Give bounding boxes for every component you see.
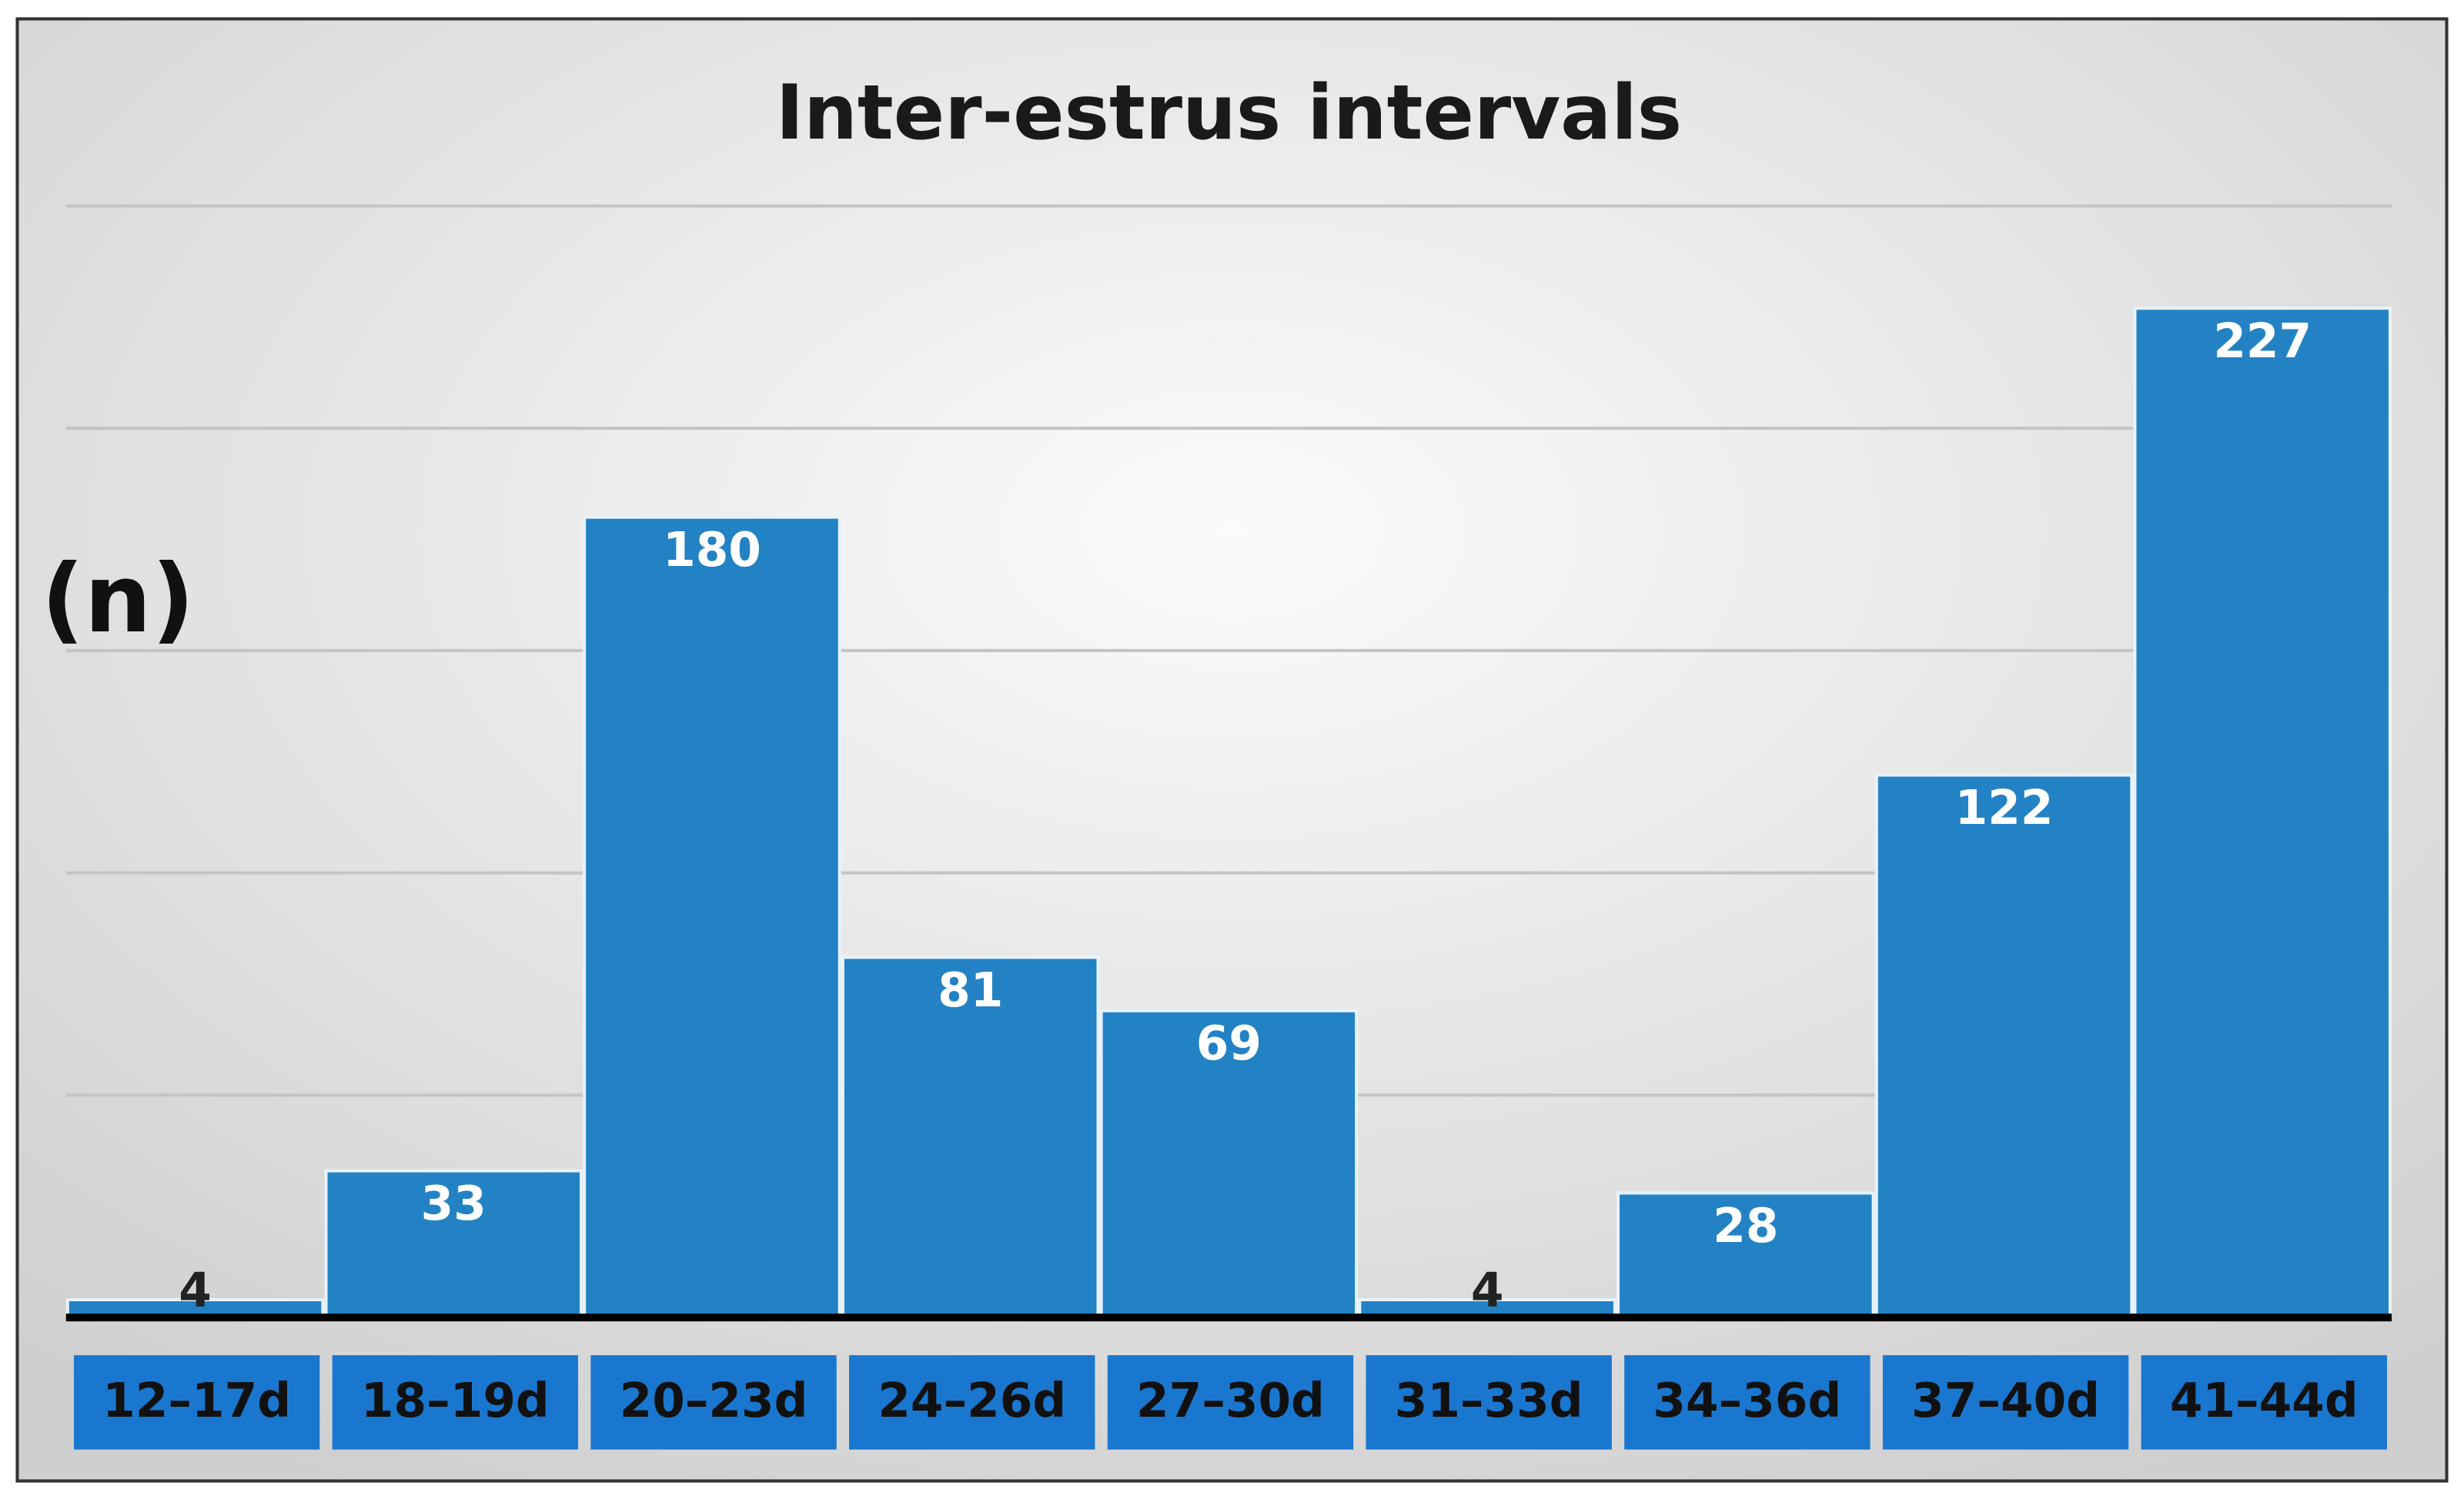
bar <box>1616 1191 1875 1320</box>
value-label: 122 <box>1955 781 2054 835</box>
bars: 4 12–17d 33 18–19d 180 20–23d 81 24–26d 69 27–30d… <box>65 306 2392 1450</box>
bar <box>841 956 1100 1320</box>
value-label: 69 <box>1196 1016 1262 1071</box>
x-tick-label: 20–23d <box>620 1374 808 1428</box>
value-label: 28 <box>1713 1199 1778 1254</box>
x-tick-label: 34–36d <box>1653 1374 1841 1428</box>
x-tick-label: 24–26d <box>878 1374 1066 1428</box>
category-box <box>590 1355 837 1450</box>
category-box <box>73 1355 320 1450</box>
x-tick-label: 37–40d <box>1911 1374 2100 1428</box>
y-axis-label: (n) <box>42 544 195 654</box>
category-box <box>1882 1355 2129 1450</box>
category-box <box>1624 1355 1871 1450</box>
bar <box>1874 773 2134 1320</box>
category-box <box>1107 1355 1354 1450</box>
bar <box>2133 306 2392 1320</box>
x-tick-label: 27–30d <box>1136 1374 1325 1428</box>
value-label: 4 <box>1471 1263 1504 1317</box>
value-label: 227 <box>2213 314 2312 369</box>
x-tick-label: 12–17d <box>102 1374 291 1428</box>
category-box <box>2141 1355 2387 1450</box>
value-label: 4 <box>179 1263 212 1317</box>
x-tick-label: 18–19d <box>361 1374 550 1428</box>
bar <box>324 1169 583 1320</box>
category-box <box>849 1355 1095 1450</box>
category-box <box>1366 1355 1612 1450</box>
bar <box>583 515 841 1320</box>
chart-title: Inter-estrus intervals <box>776 69 1682 157</box>
x-tick-label: 31–33d <box>1395 1374 1583 1428</box>
value-label: 81 <box>938 963 1003 1018</box>
category-box <box>332 1355 579 1450</box>
value-label: 33 <box>421 1177 486 1231</box>
bar <box>1099 1009 1359 1320</box>
value-label: 180 <box>663 523 761 577</box>
x-tick-label: 41–44d <box>2170 1374 2359 1428</box>
